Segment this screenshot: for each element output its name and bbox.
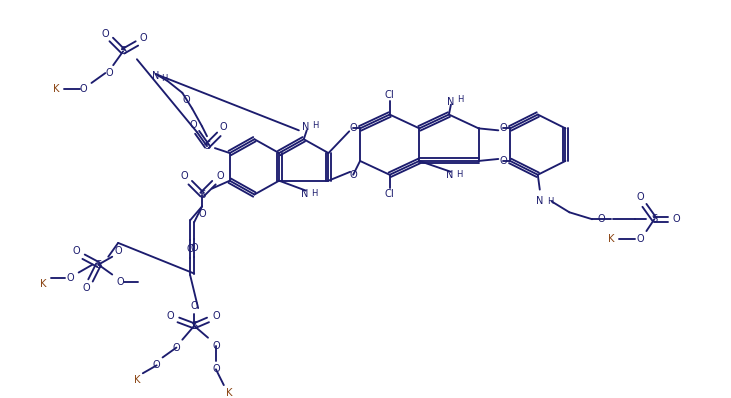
Text: S: S xyxy=(120,46,126,57)
Text: O: O xyxy=(212,364,220,374)
Text: O: O xyxy=(181,171,188,181)
Text: O: O xyxy=(80,84,88,94)
Text: O: O xyxy=(216,171,224,181)
Text: O: O xyxy=(499,156,507,166)
Text: O: O xyxy=(167,311,174,321)
Text: O: O xyxy=(183,95,190,105)
Text: H: H xyxy=(162,74,167,84)
Text: O: O xyxy=(190,243,198,253)
Text: O: O xyxy=(189,121,197,131)
Text: H: H xyxy=(548,197,554,206)
Text: O: O xyxy=(212,311,220,321)
Text: S: S xyxy=(204,141,210,151)
Text: K: K xyxy=(134,375,140,385)
Text: S: S xyxy=(95,259,102,269)
Text: O: O xyxy=(637,234,644,244)
Text: O: O xyxy=(637,193,644,203)
Text: O: O xyxy=(67,273,75,283)
Text: H: H xyxy=(457,170,463,179)
Text: O: O xyxy=(597,214,605,224)
Text: O: O xyxy=(73,246,80,256)
Text: O: O xyxy=(349,123,357,133)
Text: O: O xyxy=(190,301,198,311)
Text: N: N xyxy=(301,189,308,199)
Text: H: H xyxy=(312,121,319,130)
Text: O: O xyxy=(153,360,161,371)
Text: O: O xyxy=(673,214,680,224)
Text: O: O xyxy=(212,341,220,351)
Text: N: N xyxy=(536,197,543,207)
Text: Cl: Cl xyxy=(385,90,395,100)
Text: K: K xyxy=(53,84,59,94)
Text: N: N xyxy=(446,170,454,180)
Text: O: O xyxy=(499,123,507,133)
Text: O: O xyxy=(116,277,124,287)
Text: K: K xyxy=(607,234,614,244)
Text: O: O xyxy=(139,33,147,43)
Text: O: O xyxy=(105,68,113,78)
Text: N: N xyxy=(152,71,159,81)
Text: O: O xyxy=(173,343,181,353)
Text: Cl: Cl xyxy=(385,189,395,199)
Text: O: O xyxy=(114,246,122,256)
Text: O: O xyxy=(102,29,109,39)
Text: O: O xyxy=(349,170,357,180)
Text: O: O xyxy=(198,209,206,219)
Text: H: H xyxy=(458,95,464,104)
Text: S: S xyxy=(199,189,205,199)
Text: K: K xyxy=(227,388,233,398)
Text: O: O xyxy=(83,283,91,293)
Text: N: N xyxy=(447,97,455,107)
Text: O: O xyxy=(186,244,194,254)
Text: K: K xyxy=(40,279,46,289)
Text: S: S xyxy=(651,214,657,224)
Text: O: O xyxy=(220,122,227,133)
Text: N: N xyxy=(302,122,309,133)
Text: H: H xyxy=(311,189,318,198)
Text: S: S xyxy=(191,321,197,331)
